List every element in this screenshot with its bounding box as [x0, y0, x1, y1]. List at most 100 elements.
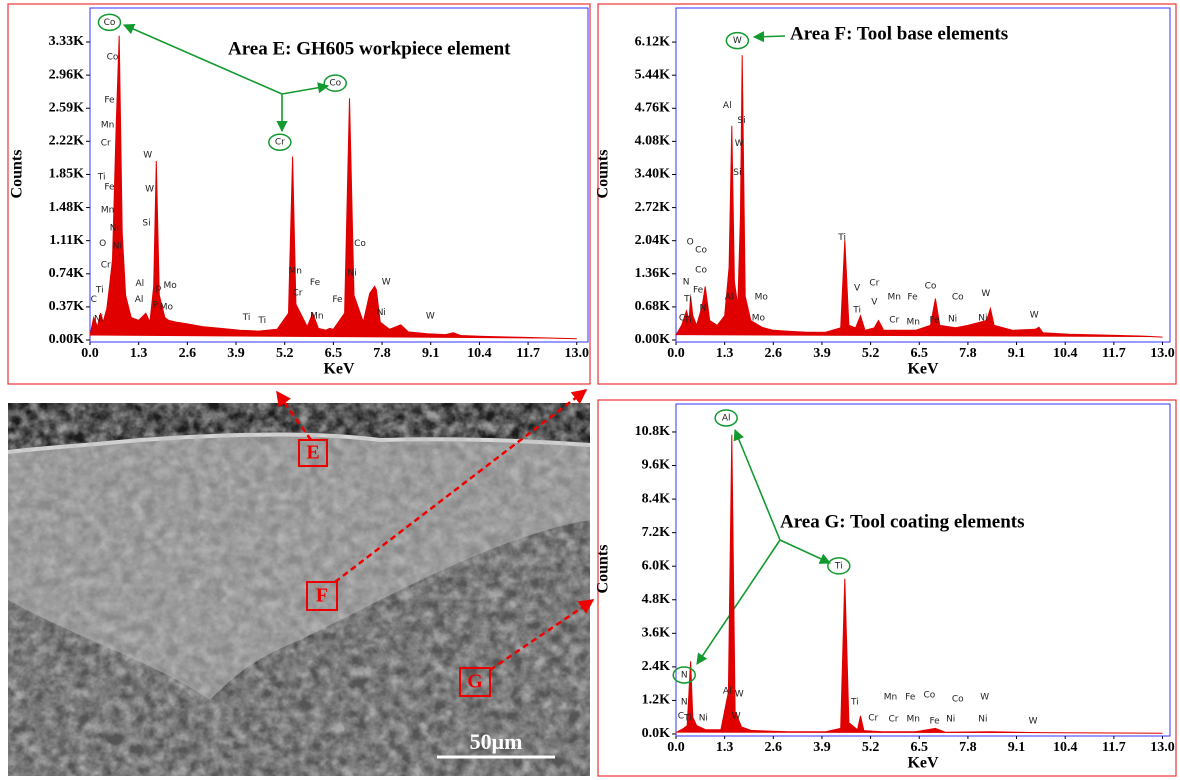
- x-tick-label: 3.9: [813, 346, 831, 361]
- y-tick-label: 1.36K: [635, 266, 671, 281]
- peak-label: Fe: [907, 293, 918, 303]
- y-tick-label: 5.44K: [635, 67, 671, 82]
- peak-label: Ti: [837, 233, 846, 243]
- peak-label: W: [735, 690, 744, 700]
- peak-label: Cr: [868, 714, 878, 724]
- x-tick-label: 6.5: [911, 346, 929, 361]
- x-tick-label: 3.9: [227, 346, 245, 361]
- peak-label: W: [981, 289, 990, 299]
- peak-label: Co: [695, 245, 707, 255]
- peak-label: Si: [737, 116, 745, 126]
- x-tick-label: 10.4: [467, 346, 492, 361]
- peak-label: Cr: [101, 260, 111, 270]
- region-label: E: [306, 442, 319, 464]
- peak-label: O: [99, 239, 106, 249]
- peak-label: Si: [733, 168, 741, 178]
- peak-label: Co: [952, 293, 964, 303]
- peak-label: Fe: [310, 278, 321, 288]
- y-tick-label: 10.8K: [635, 424, 671, 439]
- peak-label: W: [145, 184, 154, 194]
- peak-label: Fe: [332, 295, 343, 305]
- peak-label: Ni: [946, 714, 955, 724]
- region-label: F: [316, 585, 328, 607]
- peak-label: N: [683, 278, 690, 288]
- peak-label: Fe: [905, 693, 916, 703]
- peak-label: Ti: [242, 313, 251, 323]
- y-tick-label: 1.11K: [49, 233, 84, 248]
- peak-label: Ti: [852, 306, 861, 316]
- peak-label: Al: [135, 279, 144, 289]
- panel-border: [7, 3, 591, 385]
- peak-label: W: [732, 712, 741, 722]
- x-tick-label: 5.2: [862, 740, 880, 755]
- y-tick-label: 7.2K: [642, 525, 671, 540]
- peak-label: C: [678, 712, 684, 722]
- y-tick-label: 4.8K: [642, 592, 671, 607]
- chart-title: Area F: Tool base elements: [790, 23, 1008, 44]
- peak-label: Mo: [160, 302, 174, 312]
- image-labels: E F G 50μm: [275, 389, 595, 754]
- x-tick-label: 10.4: [1053, 740, 1078, 755]
- peak-label: W: [143, 150, 152, 160]
- peak-label: Mo: [163, 281, 177, 291]
- peak-label: Fe: [929, 717, 940, 727]
- peak-label: Cr: [101, 139, 111, 149]
- peak-label: Ni: [699, 303, 708, 313]
- x-tick-label: 3.9: [813, 740, 831, 755]
- panel-border: [597, 399, 1177, 777]
- peak-label: Cr: [889, 316, 899, 326]
- plot-area: [89, 7, 589, 343]
- x-tick-label: 2.6: [179, 346, 197, 361]
- chart-title: Area E: GH605 workpiece element: [228, 38, 511, 59]
- y-tick-label: 1.85K: [49, 167, 85, 182]
- peak-label: Ti: [683, 714, 692, 724]
- annotation-circle: [827, 557, 851, 575]
- annotation-circle: [714, 409, 738, 427]
- y-tick-label: 0.68K: [635, 299, 671, 314]
- peak-label: V: [854, 283, 861, 293]
- peak-label: Mo: [752, 314, 766, 324]
- peak-label: Mn: [310, 311, 323, 321]
- y-tick-label: 2.59K: [49, 100, 85, 115]
- x-tick-label: 1.3: [130, 346, 148, 361]
- peak-label: Mn: [288, 267, 301, 277]
- peak-label: Ni: [377, 308, 386, 318]
- x-tick-label: 0.0: [81, 346, 99, 361]
- peak-label: Fe: [104, 182, 115, 192]
- peak-label: P: [153, 301, 159, 311]
- peak-label: Fe: [104, 96, 115, 106]
- x-tick-label: 13.0: [1150, 740, 1175, 755]
- peak-label: W: [735, 139, 744, 149]
- peak-label: Co: [107, 53, 119, 63]
- x-tick-label: 11.7: [1102, 346, 1126, 361]
- y-tick-label: 0.37K: [49, 299, 85, 314]
- x-tick-label: 0.0: [667, 740, 685, 755]
- peak-label: Mn: [884, 693, 897, 703]
- y-tick-label: 1.48K: [49, 200, 85, 215]
- y-tick-label: 2.96K: [49, 67, 85, 82]
- peak-label: Co: [354, 239, 366, 249]
- y-tick-label: 3.6K: [642, 626, 671, 641]
- peak-label: W: [382, 277, 391, 287]
- annotation-arrows: [122, 23, 832, 665]
- x-tick-label: 0.0: [667, 346, 685, 361]
- peak-label: Co: [695, 265, 707, 275]
- peak-label: Al: [722, 413, 731, 423]
- peak-label: Ti: [97, 173, 106, 183]
- peak-label: Ni: [113, 242, 122, 252]
- peak-label: Ti: [683, 316, 692, 326]
- x-tick-label: 9.1: [1008, 346, 1026, 361]
- y-tick-label: 0.00K: [635, 332, 671, 347]
- x-axis-title: KeV: [907, 755, 939, 772]
- peak-label: Mo: [755, 293, 769, 303]
- x-tick-label: 2.6: [765, 346, 783, 361]
- x-tick-label: 6.5: [325, 346, 343, 361]
- y-tick-label: 2.4K: [642, 659, 671, 674]
- peak-label: Ni: [94, 314, 103, 324]
- chart-title: Area G: Tool coating elements: [780, 511, 1025, 532]
- peak-label: Co: [104, 18, 116, 28]
- x-tick-label: 10.4: [1053, 346, 1078, 361]
- plot-area: [675, 7, 1171, 343]
- x-tick-label: 7.8: [959, 740, 977, 755]
